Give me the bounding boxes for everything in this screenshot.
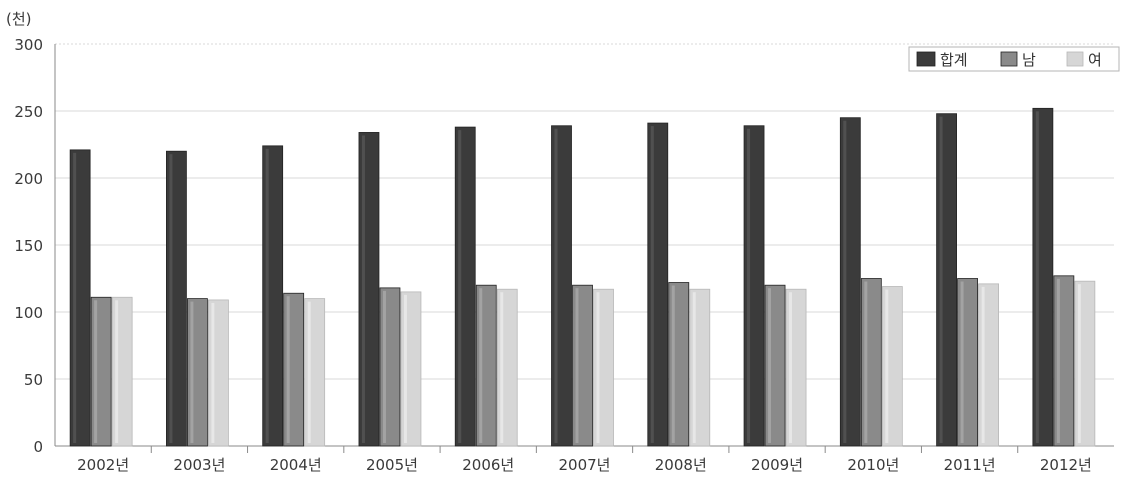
bar-highlight-여-2006년 [500,292,504,443]
bar-highlight-여-2009년 [789,292,793,443]
y-tick-label-200: 200 [14,170,43,188]
legend-label-여: 여 [1088,51,1102,69]
legend-label-합계: 합계 [940,51,968,69]
bar-highlight-여-2003년 [211,302,215,443]
x-tick-label-2008년: 2008년 [655,456,707,474]
bar-highlight-남-2004년 [286,296,290,443]
bar-highlight-합계-2004년 [265,148,269,443]
bar-highlight-합계-2008년 [650,126,654,443]
bar-highlight-여-2005년 [403,294,407,443]
x-tick-label-2002년: 2002년 [77,456,129,474]
x-tick-label-2012년: 2012년 [1040,456,1092,474]
bars-layer [69,107,1096,447]
x-tick-label-2010년: 2010년 [847,456,899,474]
bar-highlight-여-2011년 [981,286,985,443]
bar-highlight-합계-2009년 [747,128,751,444]
x-tick-label-2004년: 2004년 [270,456,322,474]
bar-highlight-남-2008년 [671,285,675,443]
bar-highlight-합계-2003년 [169,154,173,443]
bar-highlight-남-2005년 [382,290,386,443]
bar-highlight-여-2012년 [1077,284,1081,443]
x-tick-label-2003년: 2003년 [173,456,225,474]
legend-swatch-남 [1000,51,1018,67]
bar-highlight-남-2010년 [864,281,868,443]
bar-highlight-합계-2005년 [361,135,365,443]
bar-highlight-남-2007년 [575,288,579,443]
y-tick-label-150: 150 [14,237,43,255]
y-axis-unit-label: (천) [6,10,32,28]
y-tick-label-300: 300 [14,36,43,54]
bar-highlight-합계-2010년 [843,120,847,443]
bar-highlight-여-2007년 [596,292,600,443]
x-tick-label-2007년: 2007년 [559,456,611,474]
bar-highlight-합계-2006년 [458,130,462,443]
bar-highlight-합계-2011년 [939,116,943,444]
y-tick-label-100: 100 [14,304,43,322]
x-tick-label-2005년: 2005년 [366,456,418,474]
y-tick-label-250: 250 [14,103,43,121]
x-tick-label-2006년: 2006년 [462,456,514,474]
legend: 합계 남 여 [908,46,1120,72]
y-tick-label-50: 50 [24,371,43,389]
bar-highlight-여-2002년 [115,300,119,443]
bar-highlight-여-2008년 [692,292,696,443]
bar-highlight-남-2003년 [190,301,194,443]
x-tick-label-2009년: 2009년 [751,456,803,474]
bar-highlight-남-2011년 [960,281,964,443]
bar-highlight-여-2010년 [885,289,889,443]
legend-swatch-여 [1066,51,1084,67]
legend-swatch-합계 [916,51,936,67]
bar-highlight-남-2006년 [479,288,483,443]
bar-highlight-합계-2002년 [73,152,77,444]
bar-highlight-여-2004년 [307,301,311,443]
y-tick-label-0: 0 [33,438,43,456]
bar-highlight-합계-2012년 [1035,111,1039,443]
bar-highlight-합계-2007년 [554,128,558,444]
x-tick-label-2011년: 2011년 [944,456,996,474]
bar-highlight-남-2009년 [768,288,772,443]
legend-label-남: 남 [1022,51,1036,69]
bar-highlight-남-2002년 [94,300,98,443]
bar-highlight-남-2012년 [1056,278,1060,443]
